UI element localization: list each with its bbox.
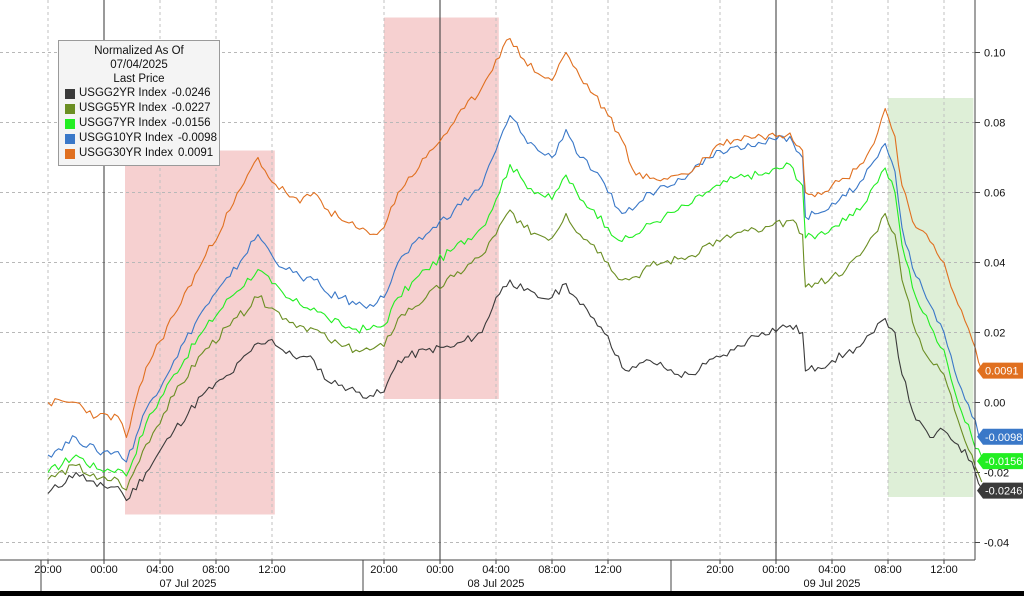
y-tick-label: 0.04 — [984, 258, 1005, 270]
series-line-usgg7yr-index — [47, 162, 983, 477]
last-value-tags: 0.0091 -0.0098 -0.0156 -0.0246 — [977, 362, 1023, 499]
last-value-tag-label: -0.0156 — [985, 456, 1022, 468]
legend-series-name: USGG7YR Index — [79, 117, 167, 129]
legend-series-name: USGG30YR Index — [79, 147, 173, 159]
legend-entry-usgg2yr: USGG2YR Index -0.0246 — [65, 86, 213, 101]
legend-swatch — [65, 88, 75, 99]
legend-swatch — [65, 133, 75, 144]
series-line-usgg10yr-index — [47, 114, 983, 463]
x-tick-label: 20:00 — [34, 564, 62, 576]
series-line-usgg30yr-index — [47, 37, 983, 439]
x-tick-label: 08:00 — [874, 564, 902, 576]
x-tick-label: 00:00 — [426, 564, 454, 576]
y-tick-label: 0.06 — [984, 188, 1005, 200]
x-day-label: 09 Jul 2025 — [804, 578, 861, 590]
legend-series-name: USGG5YR Index — [79, 102, 167, 114]
series-line-usgg5yr-index — [47, 209, 983, 491]
last-value-tag-usgg2yr-index: -0.0246 — [977, 482, 1023, 499]
legend-entry-usgg7yr: USGG7YR Index -0.0156 — [65, 116, 213, 131]
x-tick-label: 04:00 — [818, 564, 846, 576]
y-tick-label: -0.02 — [984, 468, 1009, 480]
y-tick-label: -0.04 — [984, 538, 1009, 550]
legend-entry-usgg30yr: USGG30YR Index 0.0091 — [65, 146, 213, 161]
last-value-tag-label: 0.0091 — [985, 366, 1019, 378]
legend-entry-usgg10yr: USGG10YR Index -0.0098 — [65, 131, 217, 146]
last-value-tag-shape — [977, 453, 1023, 470]
shaded-region — [888, 98, 974, 497]
last-value-tag-shape — [977, 482, 1023, 499]
series-line-usgg2yr-index — [47, 279, 983, 502]
shaded-region — [384, 17, 499, 399]
legend-series-value: -0.0246 — [171, 87, 211, 99]
y-tick-label: 0.10 — [984, 48, 1005, 60]
x-tick-label: 08:00 — [538, 564, 566, 576]
last-value-tag-shape — [977, 362, 1023, 379]
x-axis-panel-background — [0, 560, 1024, 591]
y-tick-label: 0.02 — [984, 328, 1005, 340]
legend-swatch — [65, 118, 75, 129]
y-tick-label: 0.00 — [984, 398, 1005, 410]
shaded-regions — [125, 17, 974, 515]
legend-series-value: -0.0227 — [171, 102, 211, 114]
last-value-tag-usgg10yr-index: -0.0098 — [977, 428, 1023, 445]
x-tick-label: 08:00 — [202, 564, 230, 576]
x-tick-label: 00:00 — [762, 564, 790, 576]
last-value-tag-label: -0.0246 — [985, 486, 1022, 498]
series-lines — [47, 37, 983, 502]
legend-entry-usgg5yr: USGG5YR Index -0.0227 — [65, 101, 213, 116]
legend-swatch — [65, 148, 75, 159]
legend-subtitle: Last Price — [113, 73, 165, 85]
x-tick-label: 04:00 — [482, 564, 510, 576]
x-tick-label: 12:00 — [258, 564, 286, 576]
legend-series-value: -0.0098 — [177, 132, 217, 144]
legend-series-value: 0.0091 — [177, 147, 214, 159]
x-tick-label: 00:00 — [90, 564, 118, 576]
x-tick-label: 20:00 — [370, 564, 398, 576]
chart-legend: Normalized As Of 07/04/2025 Last Price U… — [58, 40, 220, 166]
legend-swatch — [65, 103, 75, 114]
last-value-tag-usgg7yr-index: -0.0156 — [977, 453, 1023, 470]
x-tick-label: 04:00 — [146, 564, 174, 576]
last-value-tag-shape — [977, 428, 1023, 445]
x-day-label: 07 Jul 2025 — [160, 578, 217, 590]
last-value-tag-label: -0.0098 — [985, 432, 1022, 444]
x-tick-label: 12:00 — [930, 564, 958, 576]
legend-series-name: USGG2YR Index — [79, 87, 167, 99]
last-value-tag-usgg30yr-index: 0.0091 — [977, 362, 1023, 379]
legend-title: Normalized As Of 07/04/2025 — [94, 45, 184, 71]
x-tick-label: 12:00 — [594, 564, 622, 576]
y-tick-label: 0.08 — [984, 118, 1005, 130]
x-tick-label: 20:00 — [706, 564, 734, 576]
legend-series-name: USGG10YR Index — [79, 132, 173, 144]
x-axis: 20:00 00:00 04:00 08:00 12:00 20:00 00:00 04:00… — [0, 559, 975, 591]
legend-series-value: -0.0156 — [171, 117, 211, 129]
x-day-label: 08 Jul 2025 — [468, 578, 525, 590]
y-axis: 0.10 0.08 0.06 0.04 0.02 0.00 -0.02 -0.04 — [974, 0, 1009, 560]
